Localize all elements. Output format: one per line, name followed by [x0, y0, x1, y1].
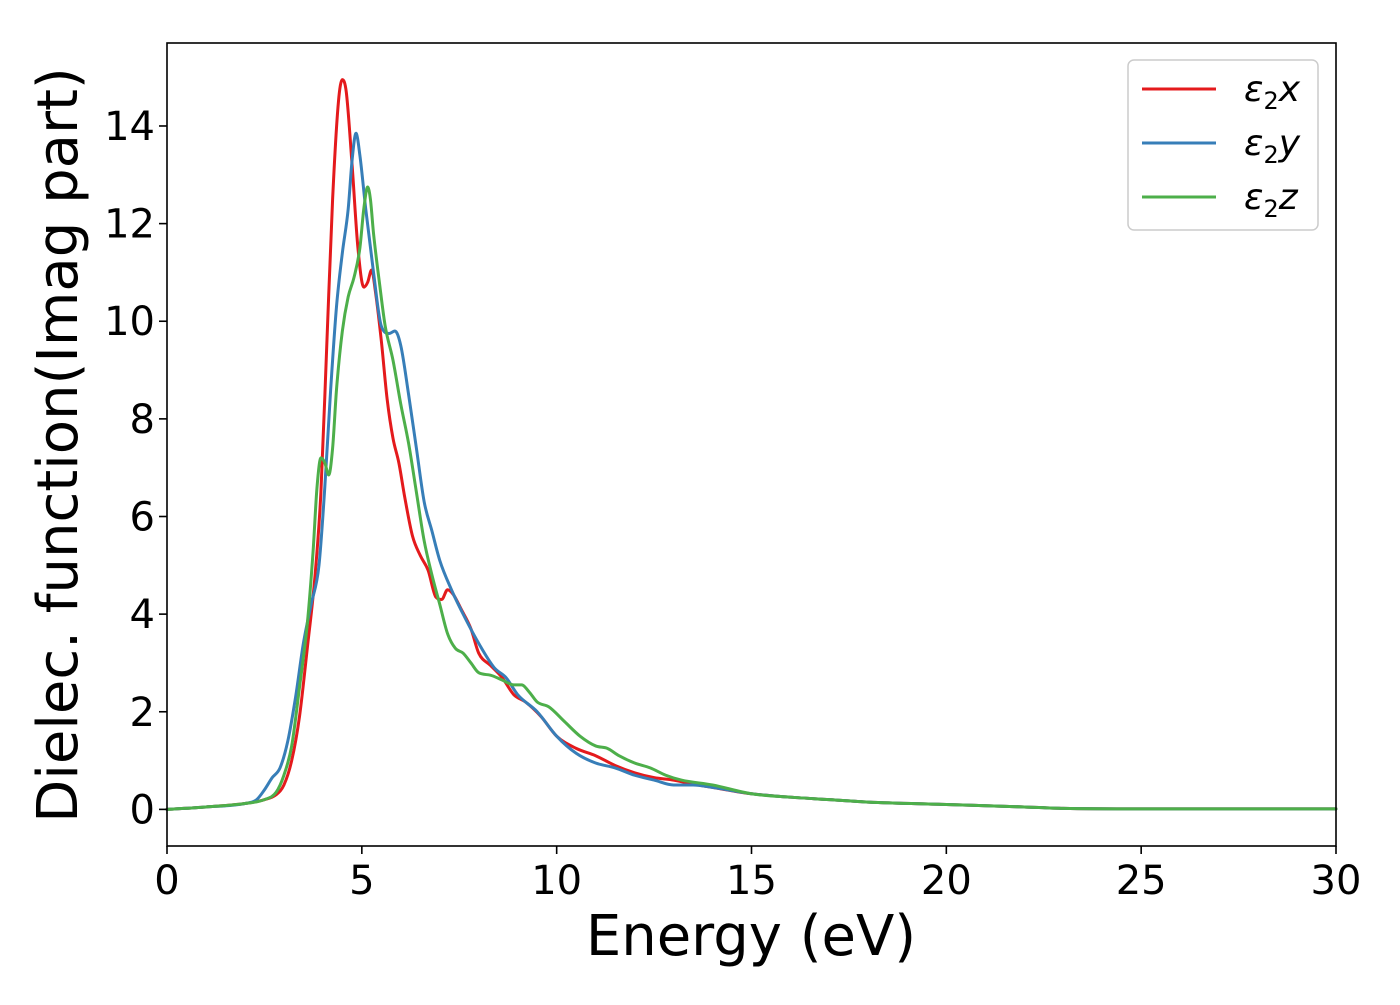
x-tick-label: 25 [1116, 858, 1167, 904]
x-tick-label: 20 [921, 858, 972, 904]
x-tick-label: 0 [154, 858, 179, 904]
legend-label-3: ε2z [1244, 177, 1299, 223]
y-tick-label: 14 [104, 104, 155, 150]
y-tick-label: 8 [130, 397, 155, 443]
y-tick-label: 6 [130, 495, 155, 541]
x-tick-label: 30 [1311, 858, 1362, 904]
y-tick-label: 4 [130, 592, 155, 638]
legend-label-1: ε2x [1244, 69, 1301, 115]
legend: ε2x ε2y ε2z [1127, 59, 1319, 231]
y-tick-label: 10 [104, 299, 155, 345]
legend-label-2: ε2y [1244, 123, 1301, 169]
series-line-3 [165, 185, 1338, 811]
legend-box [1127, 59, 1319, 231]
y-tick-label: 0 [130, 787, 155, 833]
series-layer [165, 78, 1338, 811]
x-tick-label: 15 [726, 858, 777, 904]
y-tick-label: 2 [130, 690, 155, 736]
legend-items: ε2x ε2y ε2z [1142, 69, 1301, 223]
y-axis-label: Dielec. function(Imag part) [26, 67, 91, 823]
x-axis-label: Energy (eV) [586, 904, 916, 969]
series-line-2 [165, 131, 1338, 811]
y-axis-ticks: 0 2 4 6 8 10 12 14 [104, 104, 167, 833]
x-axis-ticks: 0 5 10 15 20 25 30 [154, 846, 1361, 904]
x-tick-label: 10 [531, 858, 582, 904]
x-tick-label: 5 [349, 858, 374, 904]
y-tick-label: 12 [104, 202, 155, 248]
